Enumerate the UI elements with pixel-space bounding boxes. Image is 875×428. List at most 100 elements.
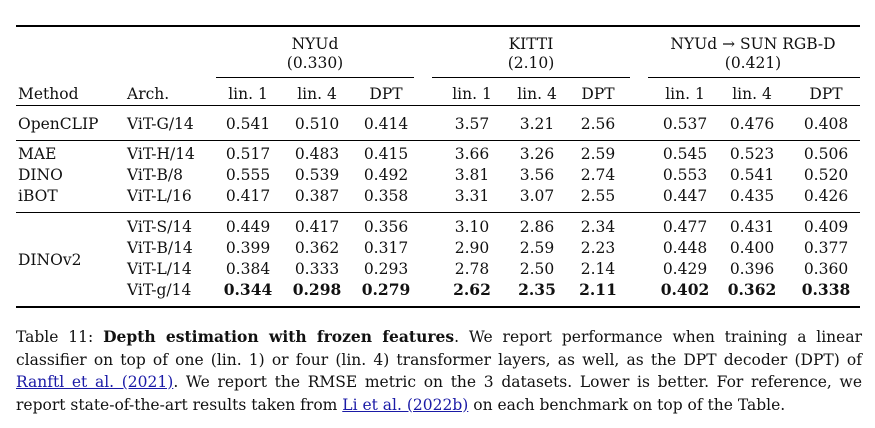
row-arch: ViT-g/14 (127, 281, 192, 299)
subheader-col-8: lin. 4 (732, 85, 772, 103)
table-cell: 0.298 (292, 280, 342, 299)
table-cell: 0.431 (729, 218, 775, 236)
row-arch: ViT-G/14 (127, 115, 194, 133)
group-rule-sun (648, 77, 860, 78)
top-rule (16, 25, 860, 27)
table-cell: 3.66 (454, 145, 490, 163)
header-arch: Arch. (127, 85, 170, 103)
caption-text-3: on each benchmark on top of the Table. (468, 395, 786, 414)
table-cell: 0.387 (294, 187, 340, 205)
table-cell: 0.553 (662, 166, 708, 184)
caption-text-1: . We report performance when training a … (16, 328, 862, 369)
subheader-col-4: lin. 1 (452, 85, 492, 103)
table-cell: 2.14 (580, 260, 616, 278)
subheader-col-3: DPT (369, 85, 403, 103)
table-cell: 3.81 (454, 166, 490, 184)
table-cell: 0.506 (803, 145, 849, 163)
bottom-rule (16, 306, 860, 308)
table-cell: 0.377 (803, 239, 849, 257)
mid-rule-2 (16, 212, 860, 213)
table-cell: 0.476 (729, 115, 775, 133)
table-cell: 0.523 (729, 145, 775, 163)
table-cell: 0.362 (727, 280, 777, 299)
table-cell: 3.10 (454, 218, 490, 236)
caption-title: Depth estimation with frozen features (103, 327, 455, 346)
row-method: OpenCLIP (18, 115, 99, 133)
table-cell: 0.362 (294, 239, 340, 257)
group-name-kitti: KITTI (508, 35, 554, 53)
table-cell: 3.31 (454, 187, 490, 205)
table-cell: 0.384 (225, 260, 271, 278)
table-cell: 0.545 (662, 145, 708, 163)
table-cell: 0.447 (662, 187, 708, 205)
table-cell: 0.429 (662, 260, 708, 278)
table-cell: 2.62 (453, 280, 491, 299)
caption-citation-ranftl[interactable]: Ranftl et al. (2021) (16, 373, 174, 391)
table-cell: 0.402 (660, 280, 710, 299)
table-cell: 3.07 (519, 187, 555, 205)
table-cell: 3.57 (454, 115, 490, 133)
caption-table-number: Table 11: (16, 328, 94, 346)
table-cell: 2.59 (580, 145, 616, 163)
table-cell: 0.408 (803, 115, 849, 133)
subheader-col-5: lin. 4 (517, 85, 557, 103)
table-cell: 0.555 (225, 166, 271, 184)
table-cell: 0.426 (803, 187, 849, 205)
table-cell: 0.358 (363, 187, 409, 205)
table-cell: 0.492 (363, 166, 409, 184)
row-method: MAE (18, 145, 57, 163)
table-cell: 2.23 (580, 239, 616, 257)
table-cell: 2.86 (519, 218, 555, 236)
table-cell: 0.449 (225, 218, 271, 236)
table-cell: 2.74 (580, 166, 616, 184)
group-ref-nyud: (0.330) (286, 54, 344, 72)
table-cell: 0.333 (294, 260, 340, 278)
table-cell: 0.435 (729, 187, 775, 205)
row-arch: ViT-S/14 (127, 218, 193, 236)
subheader-col-1: lin. 1 (228, 85, 268, 103)
table-cell: 0.338 (801, 280, 851, 299)
table-cell: 0.409 (803, 218, 849, 236)
table-cell: 0.356 (363, 218, 409, 236)
group-rule-kitti (432, 77, 630, 78)
caption-citation-li[interactable]: Li et al. (2022b) (342, 395, 469, 414)
table-cell: 2.78 (454, 260, 490, 278)
mid-rule-1 (16, 140, 860, 141)
subheader-col-9: DPT (809, 85, 843, 103)
row-arch: ViT-B/8 (127, 166, 183, 184)
table-cell: 3.21 (519, 115, 555, 133)
group-name-nyud: NYUd (291, 35, 339, 53)
table-cell: 0.510 (294, 115, 340, 133)
table-cell: 0.448 (662, 239, 708, 257)
table-cell: 0.317 (363, 239, 409, 257)
table-cell: 2.56 (580, 115, 616, 133)
table-cell: 0.541 (225, 115, 271, 133)
group-name-sun: NYUd → SUN RGB-D (670, 35, 836, 53)
header-method: Method (18, 85, 79, 103)
table-cell: 0.360 (803, 260, 849, 278)
table-cell: 0.537 (662, 115, 708, 133)
table-cell: 2.11 (579, 280, 617, 299)
group-ref-sun: (0.421) (724, 54, 782, 72)
table-cell: 2.34 (580, 218, 616, 236)
table-cell: 0.417 (225, 187, 271, 205)
group-rule-nyud (216, 77, 414, 78)
table-cell: 3.26 (519, 145, 555, 163)
table-cell: 2.35 (518, 280, 556, 299)
table-cell: 2.59 (519, 239, 555, 257)
table-cell: 2.50 (519, 260, 555, 278)
table-cell: 0.415 (363, 145, 409, 163)
table-cell: 0.539 (294, 166, 340, 184)
row-arch: ViT-L/16 (127, 187, 192, 205)
table-cell: 0.483 (294, 145, 340, 163)
row-method: iBOT (18, 187, 58, 205)
table-cell: 0.541 (729, 166, 775, 184)
table-cell: 0.344 (223, 280, 273, 299)
table-cell: 0.293 (363, 260, 409, 278)
row-arch: ViT-B/14 (127, 239, 193, 257)
table-cell: 3.56 (519, 166, 555, 184)
table-cell: 0.414 (363, 115, 409, 133)
subheader-col-6: DPT (581, 85, 615, 103)
table-cell: 0.399 (225, 239, 271, 257)
table-cell: 2.55 (580, 187, 616, 205)
